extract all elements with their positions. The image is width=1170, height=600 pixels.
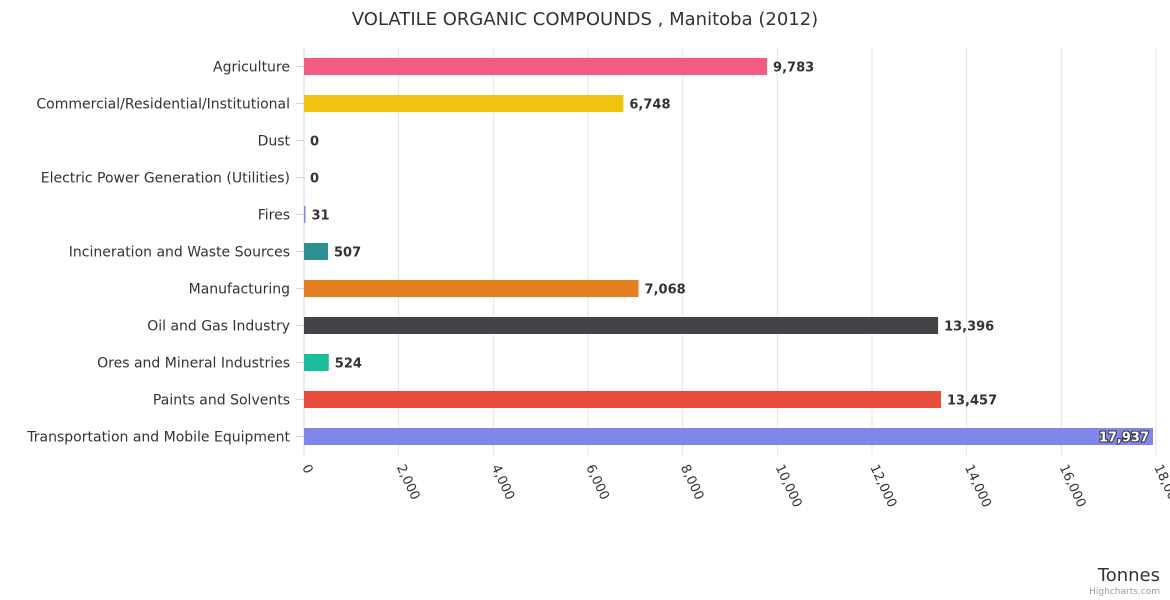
grid-lines <box>296 48 1157 455</box>
credits-link[interactable]: Highcharts.com <box>1089 587 1160 597</box>
tick-label: 6,000 <box>582 462 611 502</box>
data-label: 6,748 <box>629 98 670 113</box>
category-label: Commercial/Residential/Institutional <box>36 97 290 113</box>
bar-5[interactable] <box>304 243 328 260</box>
bar-1[interactable] <box>304 95 624 112</box>
tick-label: 16,000 <box>1056 462 1089 510</box>
category-label: Agriculture <box>213 60 290 76</box>
tick-labels: 0 2,000 4,000 6,000 8,000 10,000 12,000 14,000 1… <box>298 462 1170 510</box>
data-label: 0 <box>310 135 319 150</box>
data-labels: 9,783 6,748 0 0 31 507 7,068 13,396 524 13,457 17,… <box>310 61 1150 447</box>
category-label: Incineration and Waste Sources <box>69 245 290 261</box>
tick-label: 0 <box>298 462 315 476</box>
tick-label: 4,000 <box>488 462 517 502</box>
data-label: 31 <box>311 209 329 224</box>
category-label: Electric Power Generation (Utilities) <box>41 171 290 187</box>
data-label: 13,396 <box>944 320 994 335</box>
tick-label: 8,000 <box>677 462 706 502</box>
bar-6[interactable] <box>304 280 639 297</box>
data-label: 13,457 <box>947 394 997 409</box>
tick-label: 2,000 <box>393 462 422 502</box>
bar-0[interactable] <box>304 58 768 75</box>
tick-label: 14,000 <box>961 462 994 510</box>
bar-10[interactable] <box>304 428 1154 445</box>
value-axis-title: Tonnes <box>1097 565 1160 586</box>
data-label: 17,937 <box>1099 431 1149 446</box>
tick-label: 10,000 <box>772 462 805 510</box>
category-label: Paints and Solvents <box>153 393 290 409</box>
category-label: Fires <box>258 208 290 224</box>
data-label: 9,783 <box>773 61 814 76</box>
bar-7[interactable] <box>304 317 939 334</box>
data-label: 0 <box>310 172 319 187</box>
data-label: 524 <box>335 357 362 372</box>
bar-4[interactable] <box>304 206 306 223</box>
bar-8[interactable] <box>304 354 329 371</box>
category-label: Ores and Mineral Industries <box>97 356 290 372</box>
data-label: 7,068 <box>645 283 686 298</box>
chart-title: VOLATILE ORGANIC COMPOUNDS , Manitoba (2… <box>352 9 818 30</box>
data-label: 507 <box>334 246 361 261</box>
category-labels: Agriculture Commercial/Residential/Instit… <box>26 60 290 446</box>
category-label: Manufacturing <box>189 282 290 298</box>
tick-label: 12,000 <box>866 462 899 510</box>
category-label: Oil and Gas Industry <box>147 319 290 335</box>
bar-9[interactable] <box>304 391 941 408</box>
category-label: Dust <box>258 134 291 150</box>
bars <box>304 58 1154 445</box>
tick-label: 18,000 <box>1150 462 1170 510</box>
category-label: Transportation and Mobile Equipment <box>26 430 290 446</box>
